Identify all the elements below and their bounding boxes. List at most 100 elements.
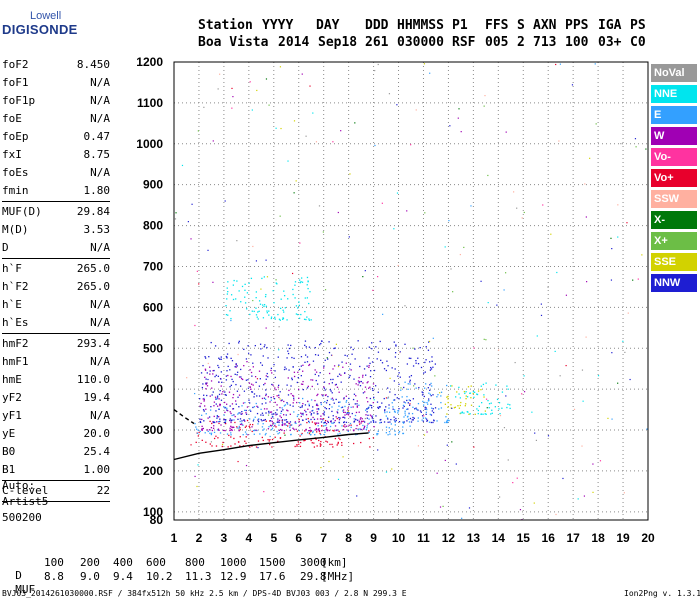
echo-point: [272, 290, 274, 292]
echo-point: [213, 437, 216, 440]
echo-point: [294, 445, 296, 448]
echo-point: [477, 412, 479, 415]
echo-point: [442, 505, 444, 507]
echo-point: [439, 506, 442, 508]
echo-point: [348, 397, 350, 400]
header-year-label: YYYY: [262, 18, 294, 33]
echo-point: [429, 72, 431, 74]
echo-point: [201, 439, 203, 441]
echo-point: [428, 361, 431, 363]
echo-point: [335, 383, 337, 386]
echo-point: [194, 475, 196, 478]
echo-point: [477, 409, 479, 412]
echo-point: [241, 378, 244, 381]
echo-point: [220, 356, 222, 358]
echo-point: [428, 421, 431, 423]
echo-point: [369, 376, 372, 378]
echo-point: [231, 87, 233, 90]
distance-value: 100: [44, 556, 64, 569]
y-tick-label: 300: [143, 423, 163, 437]
echo-point: [338, 373, 341, 375]
muf-unit: [MHz]: [321, 570, 355, 583]
echo-point: [225, 419, 227, 421]
echo-point: [459, 404, 461, 407]
legend-item-e: E: [651, 106, 697, 124]
plot-frame: [173, 61, 649, 521]
y-tick-label: 100: [143, 505, 163, 519]
echo-point: [257, 440, 260, 442]
echo-point: [372, 289, 374, 291]
echo-point: [439, 392, 441, 394]
echo-point: [213, 369, 215, 372]
echo-point: [473, 391, 476, 393]
echo-point: [292, 405, 294, 407]
echo-point: [230, 432, 232, 434]
echo-point: [306, 316, 308, 318]
echo-point: [279, 406, 281, 409]
header-ddd-value: 261: [365, 35, 389, 50]
echo-point: [265, 305, 268, 307]
echo-point: [248, 402, 251, 404]
echo-point: [454, 396, 457, 398]
echo-point: [265, 394, 267, 397]
echo-point: [403, 405, 405, 408]
echo-point: [358, 420, 361, 422]
echo-point: [212, 373, 214, 375]
echo-point: [287, 394, 290, 396]
echo-point: [308, 302, 310, 305]
echo-point: [308, 420, 310, 422]
echo-point: [210, 406, 212, 408]
echo-point: [447, 398, 449, 400]
echo-point: [341, 442, 343, 444]
echo-point: [416, 408, 418, 411]
echo-point: [245, 379, 248, 381]
echo-point: [310, 379, 312, 381]
echo-point: [237, 353, 239, 356]
echo-point: [318, 429, 321, 432]
echo-point: [498, 408, 500, 410]
echo-point: [307, 400, 309, 402]
echo-point: [244, 426, 247, 428]
echo-point: [451, 441, 453, 443]
echo-point: [356, 400, 359, 402]
echo-point: [289, 426, 291, 429]
echo-point: [201, 414, 203, 416]
echo-point: [219, 358, 221, 360]
echo-point: [461, 517, 463, 519]
echo-point: [218, 357, 220, 359]
echo-point: [292, 366, 294, 368]
echo-point: [285, 368, 287, 370]
echo-point: [422, 420, 425, 422]
echo-point: [252, 384, 254, 386]
param-row: hmF1 N/A: [2, 353, 110, 371]
echo-point: [314, 434, 316, 436]
echo-point: [283, 290, 285, 292]
echo-point: [415, 360, 417, 362]
echo-point: [244, 431, 247, 433]
echo-point: [431, 385, 433, 387]
echo-point: [314, 423, 317, 426]
echo-point: [265, 259, 267, 261]
echo-point: [242, 434, 244, 436]
legend-item-vo-minus: Vo-: [651, 148, 697, 166]
echo-point: [304, 404, 307, 406]
echo-point: [262, 317, 265, 319]
echo-point: [355, 383, 357, 385]
echo-point: [357, 428, 359, 431]
echo-point: [276, 404, 278, 406]
echo-point: [372, 389, 374, 392]
echo-point: [486, 407, 488, 409]
echo-point: [345, 399, 348, 402]
echo-point: [324, 431, 326, 433]
echo-point: [287, 344, 289, 346]
echo-point: [239, 385, 242, 387]
echo-point: [368, 418, 370, 420]
echo-point: [275, 388, 277, 391]
echo-point: [371, 407, 373, 409]
echo-point: [308, 421, 311, 424]
echo-point: [290, 344, 292, 347]
echo-point: [503, 289, 505, 291]
echo-point: [196, 428, 198, 430]
echo-point: [371, 415, 374, 417]
echo-point: [231, 426, 233, 428]
